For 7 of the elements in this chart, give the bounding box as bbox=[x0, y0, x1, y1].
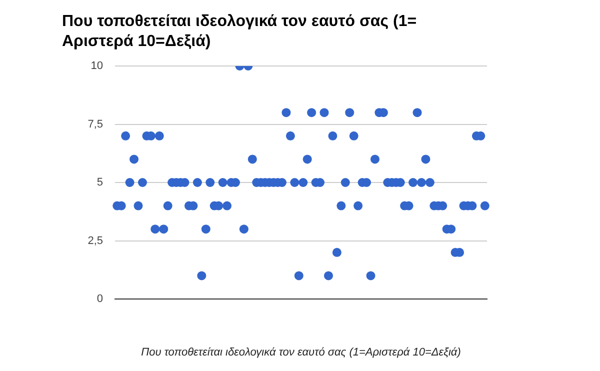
y-tick-label: 5 bbox=[96, 176, 103, 189]
x-axis-title: Που τοποθετείται ιδεολογικά τον εαυτό σας (1=Αριστερά 10=Δεξιά) bbox=[141, 346, 462, 358]
y-tick-label: 0 bbox=[96, 293, 103, 306]
y-tick-label: 10 bbox=[90, 60, 103, 72]
chart-title: Που τοποθετείται ιδεολογικά τον εαυτό σας (1= Αριστερά 10=Δεξιά) bbox=[62, 12, 418, 52]
y-tick-label: 7,5 bbox=[88, 118, 103, 130]
y-tick-label: 2,5 bbox=[88, 234, 103, 247]
